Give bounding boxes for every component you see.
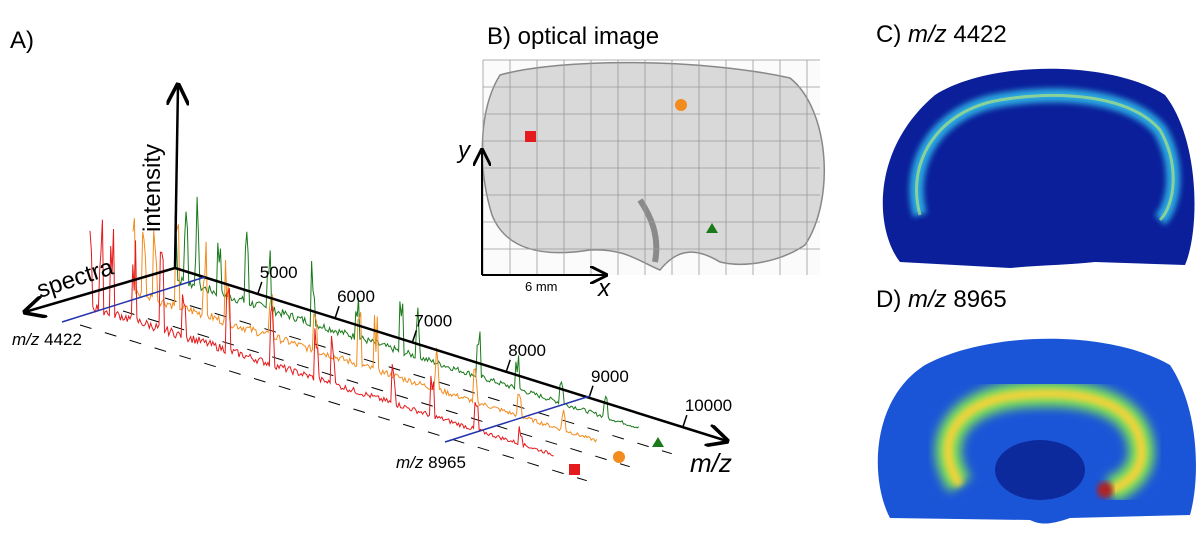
panel-title: C) m/z 4422 <box>876 21 1007 48</box>
intensity-band <box>943 389 1147 495</box>
annotation: m/z 8965 <box>396 453 466 472</box>
highlight-line <box>444 395 591 443</box>
marker-green <box>652 437 664 447</box>
spectra-axis <box>25 266 176 312</box>
annotation-prefix: m/z <box>12 330 40 349</box>
tick-mark <box>334 305 340 319</box>
highlight-line <box>61 276 206 323</box>
axis-label: m/z <box>690 448 732 478</box>
panel-label: C) <box>876 21 901 48</box>
baseline <box>164 297 672 455</box>
marker-green <box>706 223 718 233</box>
tick-mark <box>257 281 263 295</box>
axis-label: x <box>597 275 611 302</box>
title-value: 8965 <box>953 286 1006 313</box>
annotation: m/z 4422 <box>12 330 82 349</box>
title-value: 4422 <box>953 21 1006 48</box>
scale-bar: 6 mm <box>525 279 558 294</box>
mz-axis <box>174 266 727 441</box>
grid <box>482 59 820 275</box>
tick-group: 5000 6000 7000 8000 9000 10000 <box>257 263 732 428</box>
tissue <box>481 61 826 271</box>
marker-red <box>569 464 580 475</box>
tick-mark <box>505 359 511 373</box>
tick-label: 10000 <box>685 396 732 415</box>
annotation-value: 8965 <box>428 453 466 472</box>
panel-label: D) <box>876 286 901 313</box>
spectrum <box>174 196 640 429</box>
baseline <box>122 310 630 468</box>
annotation-value: 4422 <box>44 330 82 349</box>
title-prefix: m/z <box>908 21 947 48</box>
marker-orange <box>675 99 687 111</box>
tick-label: 5000 <box>260 263 298 282</box>
tick-mark <box>411 330 418 343</box>
core-region <box>995 440 1085 500</box>
tick-label: 7000 <box>414 311 452 330</box>
title-prefix: m/z <box>908 286 947 313</box>
tick-label: 8000 <box>508 341 546 360</box>
intensity-band <box>915 93 1175 222</box>
marker-red <box>525 131 536 142</box>
hotspot <box>1097 482 1113 498</box>
annotation-prefix: m/z <box>396 453 424 472</box>
baseline <box>79 324 587 482</box>
tick-label: 6000 <box>337 287 375 306</box>
marker-orange <box>613 451 625 463</box>
spectrum <box>132 218 598 443</box>
spectrum <box>89 219 554 457</box>
spectra-group <box>79 196 672 482</box>
tick-label: 9000 <box>591 367 629 386</box>
panel-title: B) optical image <box>487 23 659 50</box>
tick-mark <box>682 414 688 428</box>
panel-title: D) m/z 8965 <box>876 286 1007 313</box>
tissue-detail <box>637 198 660 263</box>
axis-label: intensity <box>139 144 166 232</box>
panel-label: A) <box>10 27 34 54</box>
axis-label: y <box>456 137 472 164</box>
intensity-axis <box>175 85 178 269</box>
